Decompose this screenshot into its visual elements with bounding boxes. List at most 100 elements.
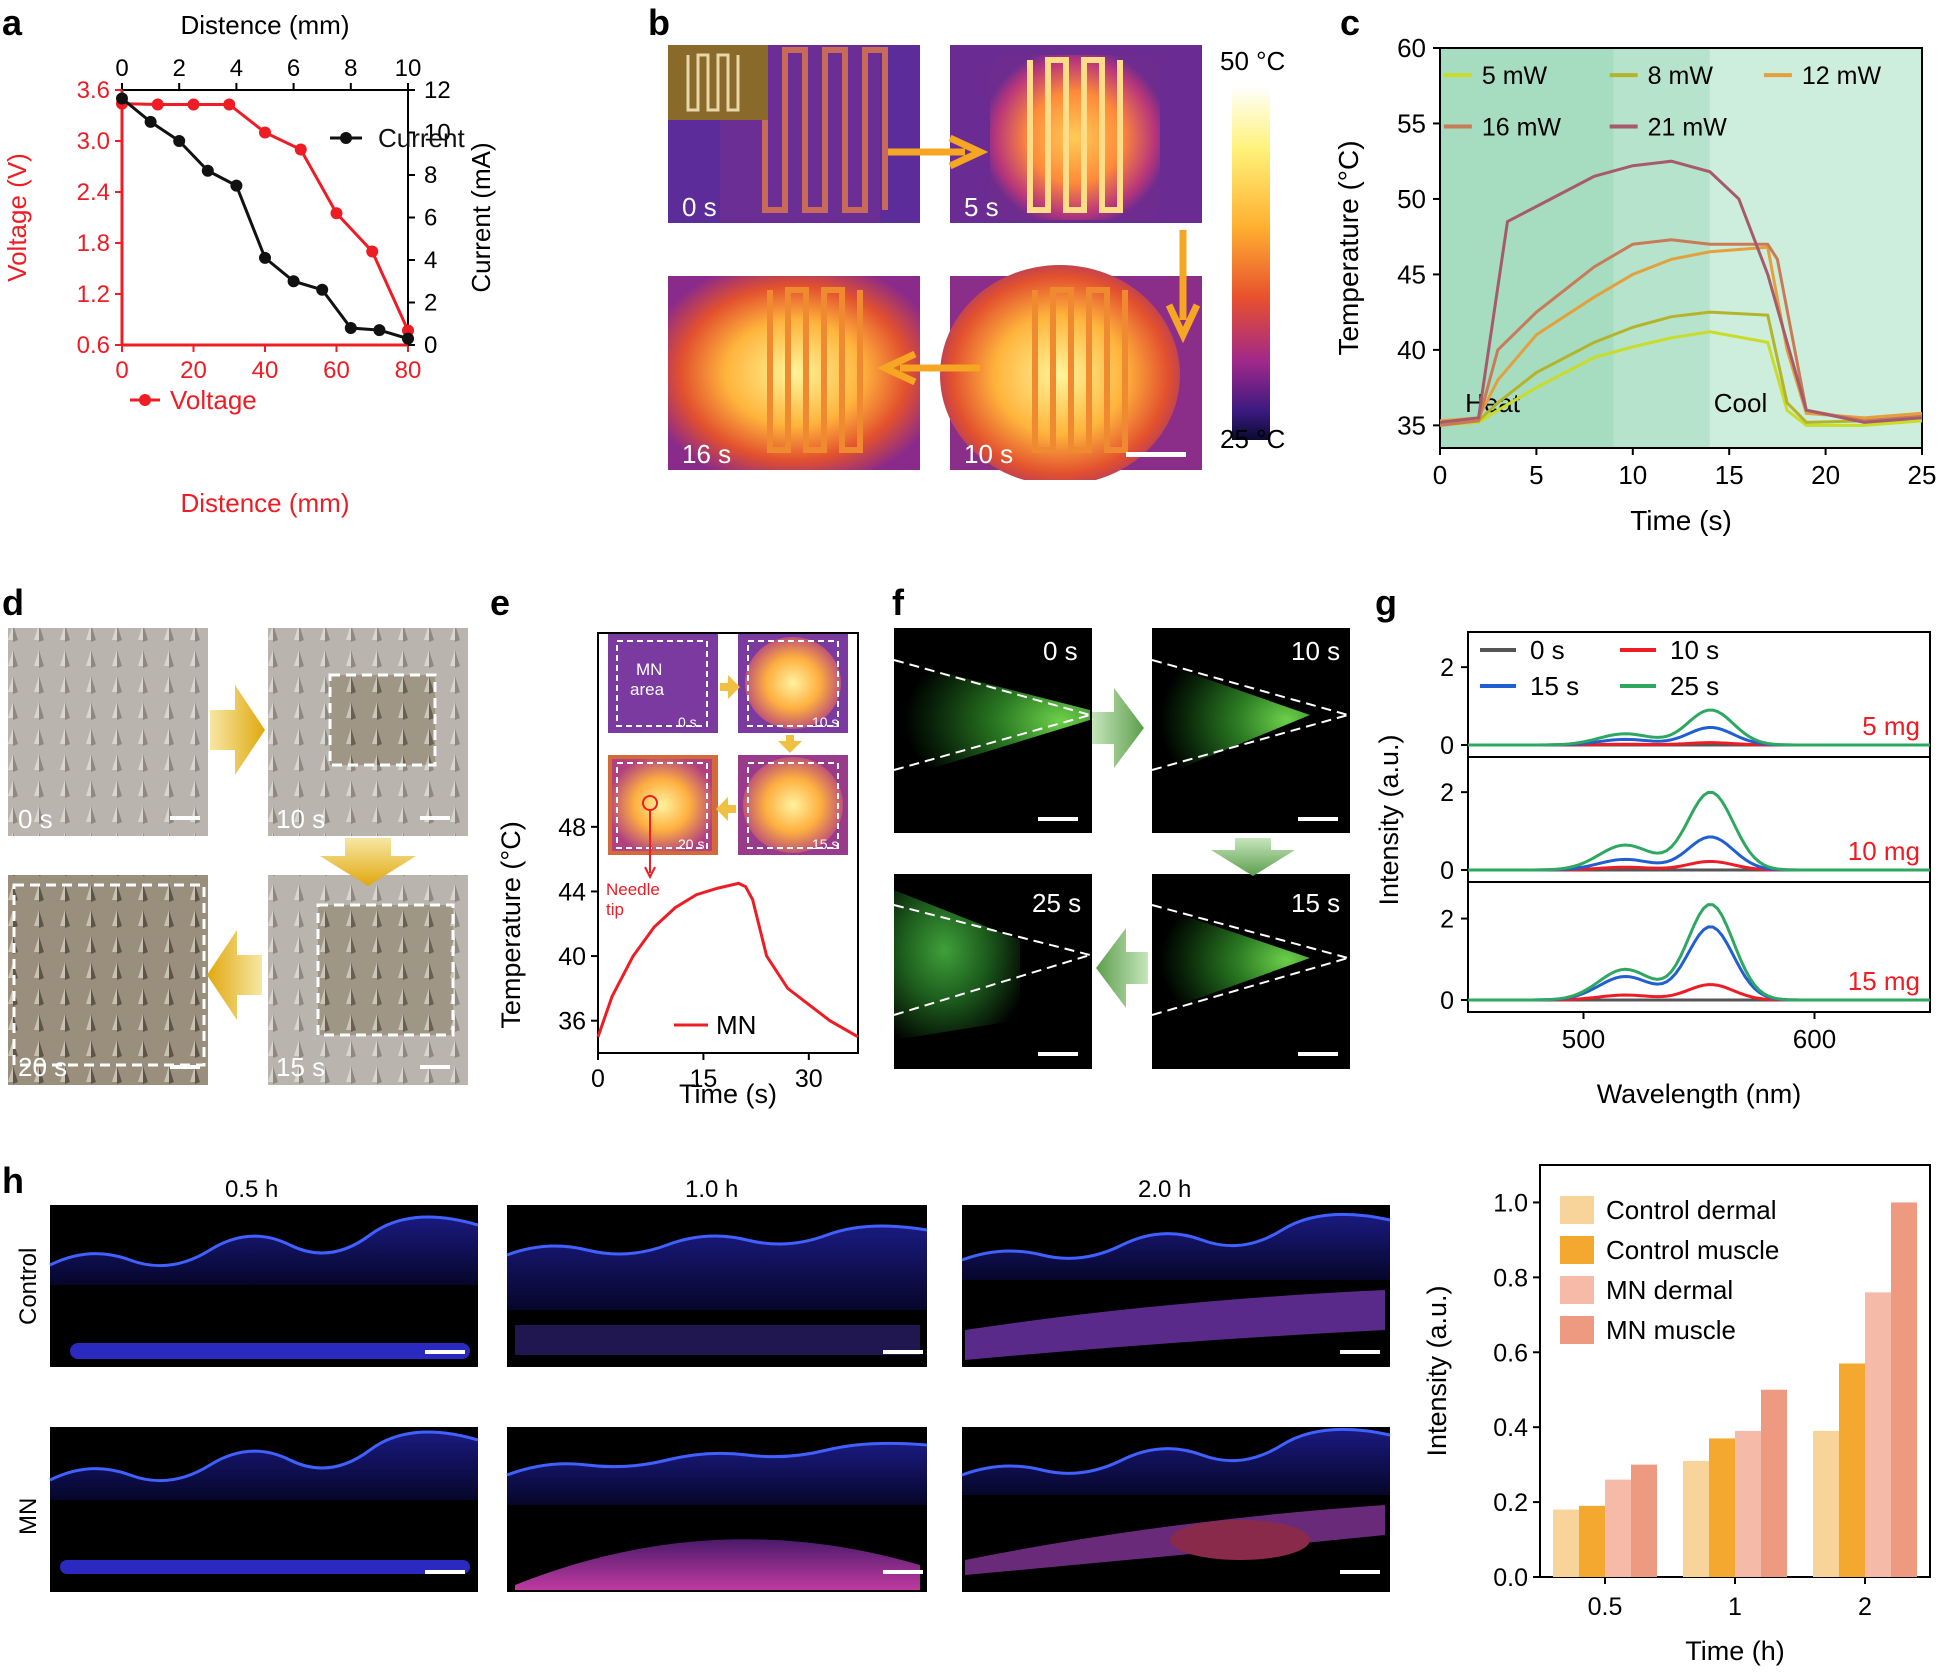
arrow-right xyxy=(888,134,989,170)
bar xyxy=(1579,1505,1605,1577)
panel-b-label: b xyxy=(648,2,670,43)
photo-frame-0s xyxy=(8,628,208,836)
frame-label: 25 s xyxy=(1032,888,1081,918)
x-top-tick-label: 8 xyxy=(344,55,357,82)
y-axis-title: Voltage (V) xyxy=(2,153,32,282)
frame-label: 5 s xyxy=(964,192,999,222)
x-tick-label: 20 xyxy=(1811,460,1840,490)
thermal-frame-16s xyxy=(668,276,920,470)
x-tick-label: 15 xyxy=(689,1065,717,1093)
scale-bar xyxy=(883,1570,923,1574)
y-tick-label: 44 xyxy=(558,878,586,906)
frame-label: 0 s xyxy=(1043,636,1078,666)
inset-thermal-images xyxy=(608,633,848,880)
bar xyxy=(1605,1479,1631,1577)
y-right-tick-label: 12 xyxy=(424,77,451,104)
y-axis-title: Temperature (°C) xyxy=(1333,140,1364,355)
thermal-frame-10s xyxy=(940,265,1202,480)
scale-bar xyxy=(420,1065,450,1069)
data-point-current xyxy=(259,251,271,264)
legend-label: MN muscle xyxy=(1606,1315,1736,1345)
x-tick-label: 600 xyxy=(1793,1024,1836,1054)
data-point-current xyxy=(201,164,214,177)
legend-label: 5 mW xyxy=(1482,62,1548,90)
y-tick-label: 1.2 xyxy=(77,281,110,308)
series-line xyxy=(1439,330,1923,427)
frame-label: 10 s xyxy=(964,439,1013,469)
y-tick-label: 0 xyxy=(1440,857,1454,885)
arrow-left xyxy=(1096,928,1148,1008)
y-tick-label: 0.6 xyxy=(77,332,110,359)
dose-label: 15 mg xyxy=(1848,966,1920,996)
chart-e: MN area 0 s 10 s 20 s 15 s Needle tip 0 1… xyxy=(496,632,859,1109)
colorbar-min-label: 25 °C xyxy=(1220,424,1285,454)
x-tick-label: 80 xyxy=(395,357,422,384)
data-point-current xyxy=(287,275,300,288)
y-tick-label: 3.0 xyxy=(77,128,110,155)
y-tick-label: 0.6 xyxy=(1493,1339,1528,1367)
bar xyxy=(1761,1389,1787,1577)
x-tick-label: 5 xyxy=(1529,460,1543,490)
bar xyxy=(1813,1430,1839,1577)
legend-label: 25 s xyxy=(1670,671,1719,701)
y-tick-label: 2.4 xyxy=(77,179,110,206)
colorbar-max-label: 50 °C xyxy=(1220,46,1285,76)
panel-e-label: e xyxy=(490,582,511,623)
inset-frame-label: 0 s xyxy=(678,714,697,730)
histology-mn-2.0h xyxy=(961,1427,1391,1592)
dose-label: 5 mg xyxy=(1862,711,1920,741)
spectrum-line xyxy=(1468,708,1930,747)
frame-label: 15 s xyxy=(276,1052,325,1082)
y-tick-label: 3.6 xyxy=(77,77,110,104)
y-right-tick-label: 8 xyxy=(424,162,437,189)
chart-h: 0.0 0.2 0.4 0.6 0.8 1.0 0.5 1 2 Time (h) Intensity… xyxy=(1422,1164,1931,1666)
frame-label: 0 s xyxy=(18,804,53,834)
legend-swatch xyxy=(1560,1316,1594,1344)
arrow-left xyxy=(876,350,980,386)
legend-label: 12 mW xyxy=(1802,62,1882,90)
row-label: Control xyxy=(15,1248,42,1325)
panel-g-label: g xyxy=(1375,582,1397,623)
microneedle-photo-panel: 0 s 10 s 20 s 15 s xyxy=(8,628,468,1085)
y-tick-label: 60 xyxy=(1397,33,1426,63)
bar xyxy=(1553,1509,1579,1577)
panel-a-label: a xyxy=(2,2,23,43)
x-tick-label: 0 xyxy=(115,357,128,384)
y-tick-label: 1.8 xyxy=(77,230,110,257)
x-tick-label: 30 xyxy=(795,1065,823,1093)
x-axis-title: Time (s) xyxy=(679,1079,777,1109)
scale-bar xyxy=(1038,817,1078,821)
y-tick-label: 0.2 xyxy=(1493,1489,1528,1517)
series-line xyxy=(1439,310,1923,424)
y-tick-label: 2 xyxy=(1440,654,1454,682)
y-axis-title: Intensity (a.u.) xyxy=(1422,1285,1452,1456)
data-point-current xyxy=(173,135,186,147)
series-line xyxy=(1439,245,1923,423)
spectrum-line xyxy=(1468,790,1930,872)
bar xyxy=(1839,1363,1865,1577)
scale-bar xyxy=(1298,1052,1338,1056)
data-point-current xyxy=(316,283,329,296)
scale-bar xyxy=(1126,452,1186,457)
scale-bar xyxy=(1340,1350,1380,1354)
column-title: 1.0 h xyxy=(685,1176,738,1203)
bar xyxy=(1735,1430,1761,1577)
mn-area-label: MN xyxy=(636,660,662,679)
y-right-tick-label: 0 xyxy=(424,332,437,359)
legend-label: MN dermal xyxy=(1606,1275,1733,1305)
arrow-down xyxy=(320,838,416,886)
data-point-voltage xyxy=(151,98,164,111)
frame-label: 16 s xyxy=(682,439,731,469)
x-tick-label: 25 xyxy=(1908,460,1937,490)
data-point-voltage xyxy=(223,98,236,111)
legend-label: Control dermal xyxy=(1606,1195,1777,1225)
x-top-tick-label: 6 xyxy=(287,55,300,82)
x-axis-title: Time (s) xyxy=(1630,505,1732,536)
x-tick-label: 20 xyxy=(180,357,207,384)
scale-bar xyxy=(1038,1052,1078,1056)
y-right-tick-label: 4 xyxy=(424,247,437,274)
plot-frame xyxy=(597,632,859,1054)
bar xyxy=(1891,1202,1917,1577)
y-right-tick-label: 2 xyxy=(424,290,437,317)
y-tick-label: 48 xyxy=(558,814,586,842)
